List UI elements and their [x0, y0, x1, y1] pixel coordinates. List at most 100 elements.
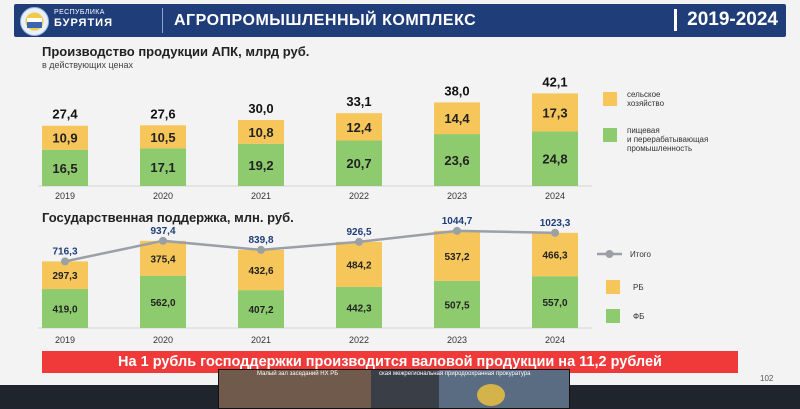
chart1-legend-label-food: и перерабатывающая — [627, 135, 708, 144]
chart2-data-label: 407,2 — [248, 305, 273, 316]
page-number: 102 — [760, 374, 774, 383]
chart2-legend-label-total: Итого — [630, 250, 652, 259]
chart2-legend-label-rb: РБ — [633, 283, 644, 292]
chart1-bar-food-2020 — [140, 148, 186, 186]
chart1-bar-agri-2024 — [532, 93, 578, 132]
chart2-data-label: 507,5 — [444, 300, 469, 311]
chart2-bar-rb-2024 — [532, 232, 578, 277]
chart2-x-tick: 2021 — [251, 335, 271, 345]
chart2-data-label: 419,0 — [52, 305, 77, 316]
production-chart: 16,5 10,9 27,4 2019 17,1 10,5 27,6 2020 19,2 10,8… — [38, 74, 708, 201]
chart1-data-label: 23,6 — [444, 153, 469, 168]
chart2-data-label: 432,6 — [248, 266, 273, 277]
presentation-slide: РЕСПУБЛИКА БУРЯТИЯ АГРОПРОМЫШЛЕННЫЙ КОМП… — [0, 0, 800, 385]
coat-of-arms-icon — [20, 7, 49, 36]
chart2-data-label: 537,2 — [444, 252, 469, 263]
chart2-legend-label-fb: ФБ — [633, 312, 644, 321]
summary-banner: На 1 рубль господдержки производится вал… — [42, 351, 738, 373]
chart1-x-tick: 2020 — [153, 191, 173, 201]
chart1-legend-label-food: пищевая — [627, 126, 660, 135]
chart1-bar-food-2019 — [42, 149, 88, 186]
video-feed-prosecutor[interactable] — [439, 370, 569, 408]
chart2-data-label: 484,2 — [346, 260, 371, 271]
chart1-data-label: 10,5 — [150, 130, 175, 145]
chart2-bar-fb-2019 — [42, 289, 88, 328]
video-feed-hall[interactable] — [219, 370, 371, 408]
chart2-total-point — [551, 228, 559, 237]
chart1-legend-label-food: промышленность — [627, 144, 692, 153]
chart2-x-tick: 2020 — [153, 335, 173, 345]
chart1-title: Производство продукции АПК, млрд руб. — [42, 44, 310, 59]
chart1-x-tick: 2024 — [545, 191, 565, 201]
chart1-total-label: 27,4 — [52, 107, 78, 122]
chart1-x-tick: 2023 — [447, 191, 467, 201]
region-name: РЕСПУБЛИКА БУРЯТИЯ — [54, 9, 113, 29]
chart1-bar-food-2023 — [434, 134, 480, 186]
chart2-total-label: 1044,7 — [442, 216, 473, 227]
chart1-legend-swatch-agri — [603, 92, 617, 106]
chart2-legend-swatch-fb — [606, 309, 620, 323]
chart2-bar-fb-2021 — [238, 290, 284, 328]
video-caption-right: ская межрегиональная природоохранная про… — [379, 371, 531, 377]
chart2-x-tick: 2024 — [545, 335, 565, 345]
video-caption-left: Малый зал заседаний НХ РБ — [257, 371, 339, 377]
chart1-total-label: 30,0 — [248, 101, 273, 116]
chart1-total-label: 33,1 — [346, 94, 371, 109]
chart1-legend-label-agri: хозяйство — [627, 99, 665, 108]
chart1-data-label: 10,8 — [248, 125, 273, 140]
chart1-data-label: 24,8 — [542, 152, 567, 167]
chart2-bar-fb-2022 — [336, 286, 382, 328]
chart2-bar-rb-2022 — [336, 241, 382, 287]
chart2-legend-swatch-rb — [606, 280, 620, 294]
chart2-total-point — [257, 245, 265, 254]
chart1-data-label: 12,4 — [346, 120, 372, 135]
chart2-bar-fb-2020 — [140, 275, 186, 328]
chart1-legend-label-agri: сельское — [627, 90, 661, 99]
chart2-data-label: 557,0 — [542, 298, 567, 309]
chart2-total-point — [355, 237, 363, 246]
chart2-total-point — [159, 236, 167, 245]
chart2-bar-rb-2023 — [434, 230, 480, 281]
chart2-data-label: 442,3 — [346, 303, 371, 314]
chart2-bar-rb-2021 — [238, 249, 284, 291]
slide-title: АГРОПРОМЫШЛЕННЫЙ КОМПЛЕКС — [174, 12, 477, 29]
chart2-total-label: 716,3 — [52, 246, 77, 257]
chart2-bar-fb-2023 — [434, 280, 480, 328]
chart1-legend-swatch-food — [603, 128, 617, 142]
chart1-bar-agri-2020 — [140, 125, 186, 149]
chart2-title: Государственная поддержка, млн. руб. — [42, 210, 294, 225]
chart1-x-tick: 2019 — [55, 191, 75, 201]
chart1-bar-agri-2022 — [336, 113, 382, 141]
chart2-legend-marker-total — [605, 250, 614, 258]
chart2-bar-rb-2020 — [140, 240, 186, 276]
chart1-bar-food-2022 — [336, 140, 382, 186]
chart1-bar-food-2021 — [238, 143, 284, 186]
chart2-x-tick: 2022 — [349, 335, 369, 345]
video-strip: Малый зал заседаний НХ РБ ская межрегион… — [218, 369, 570, 409]
chart2-total-label: 1023,3 — [540, 218, 571, 229]
chart1-bar-agri-2023 — [434, 102, 480, 135]
support-chart: 419,0 297,3 2019 562,0 375,4 2020 407,2 432,6 20… — [38, 216, 652, 345]
chart2-data-label: 375,4 — [150, 254, 175, 265]
chart1-data-label: 19,2 — [248, 158, 273, 173]
header-divider — [162, 8, 163, 33]
chart1-bar-food-2024 — [532, 131, 578, 186]
chart1-total-label: 27,6 — [150, 106, 175, 121]
chart1-x-tick: 2022 — [349, 191, 369, 201]
chart2-data-label: 297,3 — [52, 271, 77, 282]
chart1-data-label: 17,3 — [542, 105, 567, 120]
chart2-bar-rb-2019 — [42, 261, 88, 290]
chart2-x-tick: 2023 — [447, 335, 467, 345]
chart1-data-label: 17,1 — [150, 160, 175, 175]
chart1-data-label: 10,9 — [52, 131, 77, 146]
chart2-total-point — [61, 257, 69, 266]
chart2-total-label: 839,8 — [248, 235, 273, 246]
slide-header: РЕСПУБЛИКА БУРЯТИЯ АГРОПРОМЫШЛЕННЫЙ КОМП… — [14, 4, 786, 37]
chart1-x-tick: 2021 — [251, 191, 271, 201]
region-name-line1: РЕСПУБЛИКА — [54, 9, 105, 16]
chart2-total-line — [64, 229, 556, 263]
chart2-total-label: 926,5 — [346, 227, 371, 238]
chart2-data-label: 466,3 — [542, 251, 567, 262]
chart2-total-point — [453, 226, 461, 235]
chart1-data-label: 14,4 — [444, 111, 470, 126]
